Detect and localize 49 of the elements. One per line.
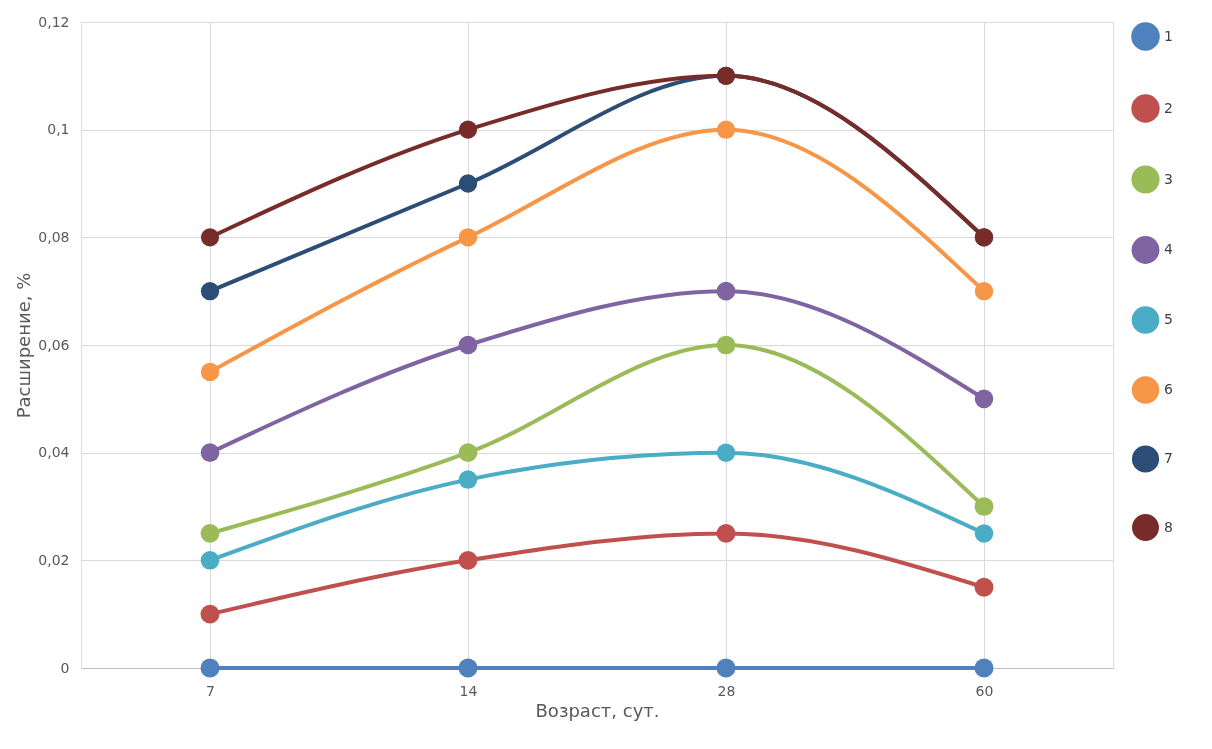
point [716,524,736,543]
legend-label: 2 [1164,99,1173,116]
point [716,658,736,678]
point [458,335,478,355]
y-tick-label: 0,1 [47,121,70,138]
point [200,604,220,624]
legend-label: 5 [1164,311,1173,327]
x-tick-label: 28 [717,682,736,699]
y-tick-label: 0,08 [38,228,70,245]
point [458,658,478,678]
legend-label: 1 [1164,27,1173,44]
point [716,120,736,139]
x-axis-title: Возраст, сут. [535,699,660,721]
point [458,120,478,139]
legend-label: 8 [1164,518,1173,535]
point [716,281,736,301]
legend-label: 3 [1164,170,1173,187]
y-tick-label: 0 [60,659,70,676]
point [974,497,994,516]
point [974,577,994,597]
point [200,228,220,247]
point [200,658,220,678]
point [974,524,994,543]
point [200,443,220,462]
point [458,550,478,570]
point [716,335,736,355]
x-tick-label: 14 [459,682,478,699]
point [974,389,994,409]
point [200,524,220,543]
point [200,362,220,382]
y-axis-title: Расширение, % [13,272,35,419]
y-tick-label: 0,12 [38,13,70,30]
point [200,282,220,301]
point [458,174,478,193]
legend-label: 7 [1164,450,1173,466]
point [200,551,220,570]
point [974,281,994,301]
y-tick-label: 0,06 [38,336,70,353]
point [974,658,994,678]
point [458,228,478,247]
point [458,443,478,463]
y-tick-label: 0,02 [38,551,70,568]
point [716,443,736,462]
point [458,470,478,489]
legend-label: 6 [1164,381,1173,397]
x-tick-label: 7 [206,682,215,699]
legend-label: 4 [1164,241,1173,257]
y-tick-label: 0,04 [38,444,70,461]
x-tick-label: 60 [975,682,994,699]
